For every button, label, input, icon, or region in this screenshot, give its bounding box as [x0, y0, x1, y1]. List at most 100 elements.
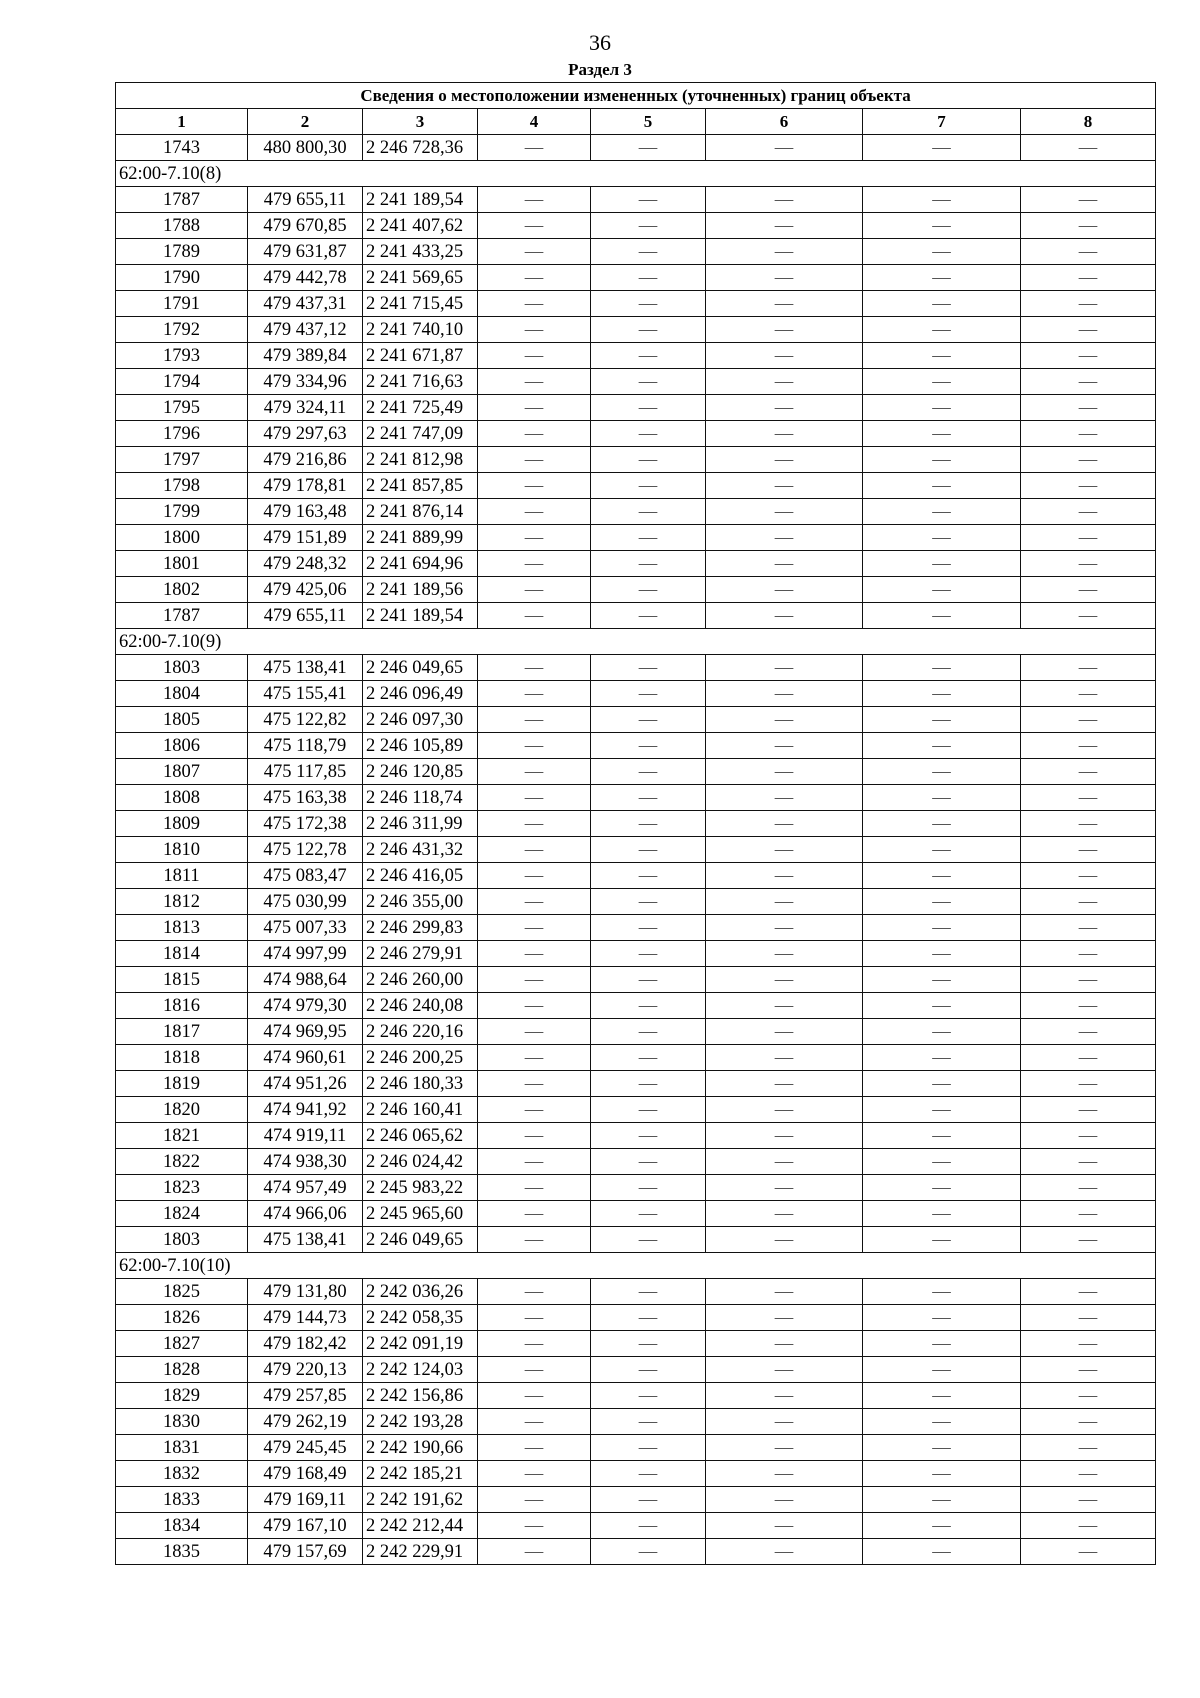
empty-cell: — — [705, 914, 863, 941]
empty-cell: — — [590, 1226, 706, 1253]
empty-cell: — — [477, 1278, 591, 1305]
table-row: 1813 475 007,33 2 246 299,83— — — — — — [115, 914, 1157, 941]
point-number: 1831 — [115, 1434, 248, 1461]
empty-cell: — — [862, 1330, 1021, 1357]
section-label: Раздел 3 — [568, 60, 632, 79]
coord-x: 475 172,38 — [247, 810, 363, 837]
empty-cell: — — [1019, 1018, 1157, 1045]
empty-cell: — — [590, 316, 706, 343]
coord-x: 479 157,69 — [247, 1538, 363, 1565]
column-header: 8 — [1019, 108, 1157, 135]
empty-cell: — — [705, 810, 863, 837]
empty-cell: — — [705, 524, 863, 551]
empty-cell: — — [1019, 940, 1157, 967]
empty-cell: — — [1019, 1486, 1157, 1513]
empty-cell: — — [705, 654, 863, 681]
point-number: 1787 — [115, 602, 248, 629]
empty-cell: — — [590, 1174, 706, 1201]
point-number: 1807 — [115, 758, 248, 785]
empty-cell: — — [862, 758, 1021, 785]
empty-cell: — — [705, 1304, 863, 1331]
empty-cell: — — [1019, 472, 1157, 499]
empty-cell: — — [590, 940, 706, 967]
empty-cell: — — [1019, 134, 1157, 161]
empty-cell: — — [1019, 1330, 1157, 1357]
empty-cell: — — [1019, 1148, 1157, 1175]
point-number: 1813 — [115, 914, 248, 941]
coord-y: 2 241 889,99 — [362, 524, 478, 551]
empty-cell: — — [477, 446, 591, 473]
empty-cell: — — [477, 1408, 591, 1435]
empty-cell: — — [590, 680, 706, 707]
empty-cell: — — [862, 1460, 1021, 1487]
table-row: 1829 479 257,85 2 242 156,86— — — — — — [115, 1382, 1157, 1409]
empty-cell: — — [705, 1408, 863, 1435]
coord-y: 2 246 416,05 — [362, 862, 478, 889]
empty-cell: — — [862, 1044, 1021, 1071]
empty-cell: — — [705, 940, 863, 967]
point-number: 1834 — [115, 1512, 248, 1539]
empty-cell: — — [1019, 1226, 1157, 1253]
empty-cell: — — [590, 550, 706, 577]
empty-cell: — — [862, 1356, 1021, 1383]
column-header: 5 — [590, 108, 706, 135]
table-row: 1808 475 163,38 2 246 118,74— — — — — — [115, 784, 1157, 811]
empty-cell: — — [477, 394, 591, 421]
table-row: 1800 479 151,89 2 241 889,99— — — — — — [115, 524, 1157, 551]
coord-x: 474 988,64 — [247, 966, 363, 993]
coord-x: 479 178,81 — [247, 472, 363, 499]
empty-cell: — — [590, 966, 706, 993]
empty-cell: — — [477, 550, 591, 577]
point-number: 1806 — [115, 732, 248, 759]
empty-cell: — — [1019, 290, 1157, 317]
table-row: 1806 475 118,79 2 246 105,89— — — — — — [115, 732, 1157, 759]
coord-x: 479 334,96 — [247, 368, 363, 395]
table-row: 1821 474 919,11 2 246 065,62— — — — — — [115, 1122, 1157, 1149]
coord-x: 479 169,11 — [247, 1486, 363, 1513]
table-row: 1787 479 655,11 2 241 189,54— — — — — — [115, 602, 1157, 629]
empty-cell: — — [477, 758, 591, 785]
empty-cell: — — [1019, 1382, 1157, 1409]
coord-x: 474 941,92 — [247, 1096, 363, 1123]
coord-x: 479 437,31 — [247, 290, 363, 317]
coord-y: 2 246 431,32 — [362, 836, 478, 863]
empty-cell: — — [590, 1278, 706, 1305]
coord-x: 479 425,06 — [247, 576, 363, 603]
point-number: 1830 — [115, 1408, 248, 1435]
table-row: 1820 474 941,92 2 246 160,41— — — — — — [115, 1096, 1157, 1123]
coord-x: 475 030,99 — [247, 888, 363, 915]
empty-cell: — — [705, 836, 863, 863]
group-label: 62:00-7.10(8) — [114, 160, 1157, 187]
empty-cell: — — [477, 290, 591, 317]
empty-cell: — — [477, 576, 591, 603]
coord-y: 2 246 097,30 — [362, 706, 478, 733]
point-number: 1820 — [115, 1096, 248, 1123]
table-row: 1802 479 425,06 2 241 189,56— — — — — — [115, 576, 1157, 603]
column-header: 6 — [705, 108, 863, 135]
empty-cell: — — [477, 1200, 591, 1227]
empty-cell: — — [590, 862, 706, 889]
coord-y: 2 241 671,87 — [362, 342, 478, 369]
empty-cell: — — [862, 1278, 1021, 1305]
coord-x: 479 437,12 — [247, 316, 363, 343]
empty-cell: — — [1019, 1122, 1157, 1149]
empty-cell: — — [862, 732, 1021, 759]
point-number: 1795 — [115, 394, 248, 421]
empty-cell: — — [862, 342, 1021, 369]
coord-y: 2 246 118,74 — [362, 784, 478, 811]
table-row: 1796 479 297,63 2 241 747,09— — — — — — [115, 420, 1157, 447]
empty-cell: — — [705, 1538, 863, 1565]
table-row: 1822 474 938,30 2 246 024,42— — — — — — [115, 1148, 1157, 1175]
point-number: 1816 — [115, 992, 248, 1019]
column-header: 1 — [115, 108, 248, 135]
empty-cell: — — [862, 1486, 1021, 1513]
point-number: 1801 — [115, 550, 248, 577]
empty-cell: — — [862, 706, 1021, 733]
coord-y: 2 246 200,25 — [362, 1044, 478, 1071]
table-row: 1831 479 245,45 2 242 190,66— — — — — — [115, 1434, 1157, 1461]
empty-cell: — — [705, 732, 863, 759]
table-title: Сведения о местоположении измененных (ут… — [114, 82, 1157, 109]
empty-cell: — — [862, 888, 1021, 915]
empty-cell: — — [590, 134, 706, 161]
empty-cell: — — [862, 264, 1021, 291]
